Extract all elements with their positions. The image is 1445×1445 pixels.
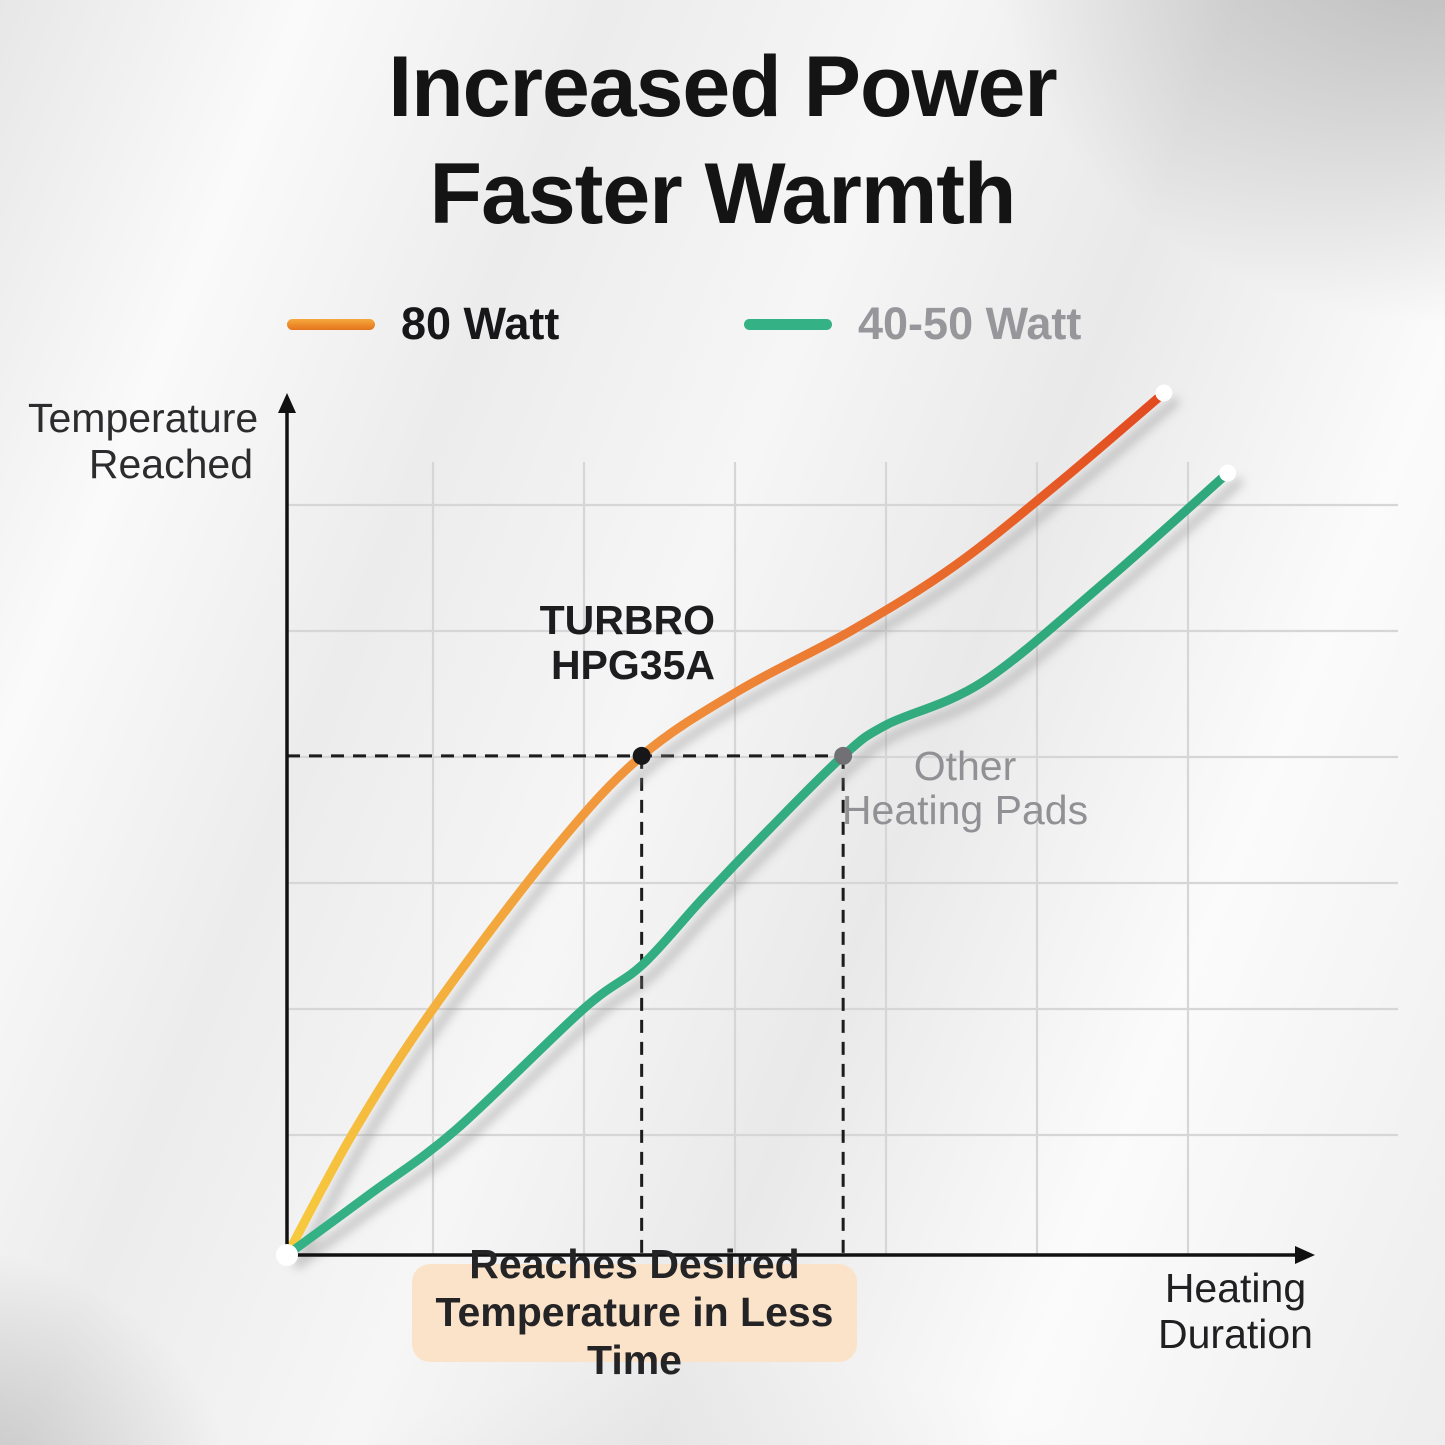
x-axis-label-line-2: Duration [1158, 1310, 1313, 1357]
other-label-line-1: Other [913, 743, 1017, 789]
chart-title: Increased Power Faster Warmth [0, 34, 1445, 247]
legend-item-40-50-watt: 40-50 Watt [744, 298, 1082, 349]
axes [278, 393, 1315, 1264]
series-label-turbro: TURBRO HPG35A [425, 597, 715, 689]
y-axis-label-line-1: Temperature [28, 395, 259, 441]
series-label-other: Other Heating Pads [820, 744, 1110, 833]
callout-line-2: Temperature in Less Time [435, 1289, 834, 1383]
legend-label-40-50-watt: 40-50 Watt [858, 298, 1082, 349]
data-curves [282, 388, 1233, 1260]
turbro-label-line-1: TURBRO [539, 597, 715, 643]
title-line-2: Faster Warmth [429, 145, 1017, 242]
legend-swatch-green [744, 318, 832, 330]
title-line-1: Increased Power [388, 39, 1058, 135]
legend-swatch-orange [287, 318, 375, 330]
legend-item-80-watt: 80 Watt [287, 298, 560, 349]
dashed-guides [287, 754, 845, 1255]
x-axis-label: Heating Duration [1128, 1265, 1343, 1358]
callout-reaches-desired: Reaches Desired Temperature in Less Time [412, 1241, 857, 1383]
legend-label-80-watt: 80 Watt [401, 298, 560, 349]
turbro-label-line-2: HPG35A [550, 642, 715, 689]
y-axis-label: Temperature Reached [28, 395, 259, 488]
callout-line-1: Reaches Desired [469, 1241, 800, 1288]
marker-dots [276, 384, 1237, 1266]
y-axis-label-line-2: Reached [88, 440, 253, 487]
x-axis-label-line-1: Heating [1164, 1265, 1307, 1311]
other-label-line-2: Heating Pads [841, 787, 1089, 834]
